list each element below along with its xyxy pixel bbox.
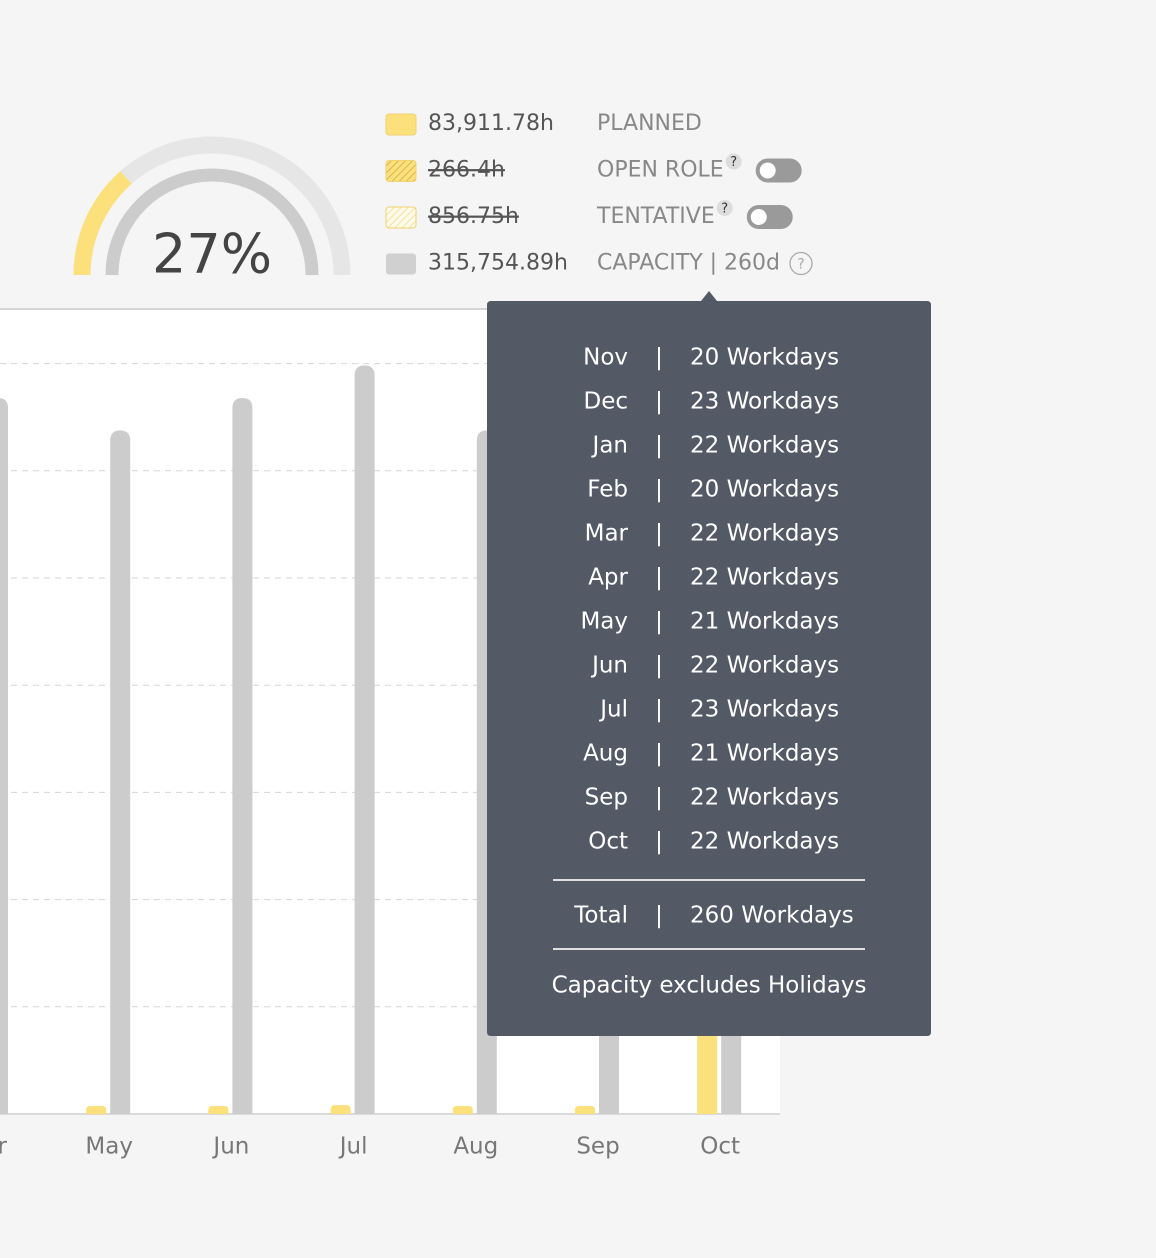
tooltip-month: Mar: [585, 521, 629, 547]
tooltip-days: 22 Workdays: [690, 829, 839, 855]
tooltip-separator: |: [655, 829, 663, 855]
help-mark: ?: [730, 155, 737, 170]
tooltip-note: Capacity excludes Holidays: [552, 973, 867, 999]
bar: [86, 1105, 107, 1114]
tooltip-month: Nov: [583, 345, 628, 371]
tooltip-month: Oct: [588, 829, 628, 855]
tooltip-days: 22 Workdays: [690, 433, 839, 459]
tooltip-separator: |: [655, 521, 663, 547]
tooltip-days: 20 Workdays: [690, 345, 839, 371]
x-tick-label: Sep: [576, 1134, 619, 1160]
bar: [354, 365, 375, 1114]
tooltip-separator: |: [655, 609, 663, 635]
bar: [452, 1105, 473, 1114]
bar: [330, 1105, 351, 1114]
legend-swatch: [385, 160, 417, 182]
legend-swatch: [385, 206, 417, 229]
tooltip-separator: |: [655, 653, 663, 679]
legend-label: TENTATIVE: [596, 204, 715, 229]
help-icon: [716, 200, 733, 216]
tooltip-separator: |: [655, 477, 663, 503]
tooltip-days: 22 Workdays: [690, 521, 839, 547]
legend-label: PLANNED: [597, 111, 702, 136]
legend-value: 856.75h: [428, 204, 519, 229]
tooltip-month: Jan: [591, 433, 628, 459]
help-mark: ?: [721, 202, 728, 217]
tooltip-separator: |: [655, 389, 663, 415]
tooltip-separator: |: [655, 433, 663, 459]
x-tick-label: Apr: [0, 1134, 7, 1160]
tooltip-month: Aug: [583, 741, 628, 767]
tooltip-box: [487, 291, 931, 1036]
tooltip-days: 22 Workdays: [690, 653, 839, 679]
tooltip-month: Apr: [588, 565, 628, 591]
x-tick-label: May: [85, 1134, 133, 1160]
tooltip-month: Feb: [587, 477, 628, 503]
tooltip-days: 260 Workdays: [690, 903, 854, 929]
tooltip-days: 22 Workdays: [690, 785, 839, 811]
tooltip-month: May: [580, 609, 628, 635]
x-tick-label: Jun: [211, 1134, 249, 1160]
gauge-fill: [73, 171, 132, 276]
legend-value: 266.4h: [428, 158, 505, 183]
gauge-percent: 27%: [152, 223, 272, 286]
tooltip-days: 23 Workdays: [690, 389, 839, 415]
tooltip-days: 21 Workdays: [690, 609, 839, 635]
toggle-knob: [759, 162, 776, 179]
tooltip-separator: |: [655, 565, 663, 591]
bar: [110, 430, 131, 1114]
bar: [232, 397, 253, 1115]
tooltip-month: Jun: [590, 653, 628, 679]
bar: [0, 398, 8, 1114]
tooltip-separator: |: [655, 697, 663, 723]
legend-swatch: [386, 253, 416, 275]
tooltip-month: Sep: [585, 785, 628, 811]
x-tick-label: Oct: [700, 1134, 740, 1160]
tooltip-days: 23 Workdays: [690, 697, 839, 723]
tooltip-separator: |: [655, 903, 663, 929]
tooltip-month: Total: [573, 903, 628, 929]
toggle-knob: [750, 209, 767, 225]
tooltip-separator: |: [655, 741, 663, 767]
x-tick-label: Jul: [338, 1134, 368, 1160]
legend-value: 315,754.89h: [428, 251, 568, 276]
x-tick-label: Aug: [453, 1134, 498, 1160]
tooltip-month: Jul: [598, 697, 628, 723]
legend-label: CAPACITY | 260d: [597, 251, 780, 276]
legend-value: 83,911.78h: [428, 111, 554, 136]
legend-swatch: [385, 113, 417, 136]
legend-label: OPEN ROLE: [597, 158, 724, 183]
help-mark: ?: [797, 257, 804, 273]
tooltip-days: 20 Workdays: [690, 477, 839, 503]
help-icon: [725, 153, 742, 170]
bar: [208, 1105, 229, 1114]
help-icon: [789, 251, 813, 276]
tooltip-separator: |: [655, 785, 663, 811]
tooltip-month: Dec: [583, 389, 628, 415]
tooltip-days: 22 Workdays: [690, 565, 839, 591]
gauge-inner: [105, 168, 319, 276]
tooltip-separator: |: [655, 345, 663, 371]
tooltip-days: 21 Workdays: [690, 741, 839, 767]
bar: [575, 1105, 595, 1114]
